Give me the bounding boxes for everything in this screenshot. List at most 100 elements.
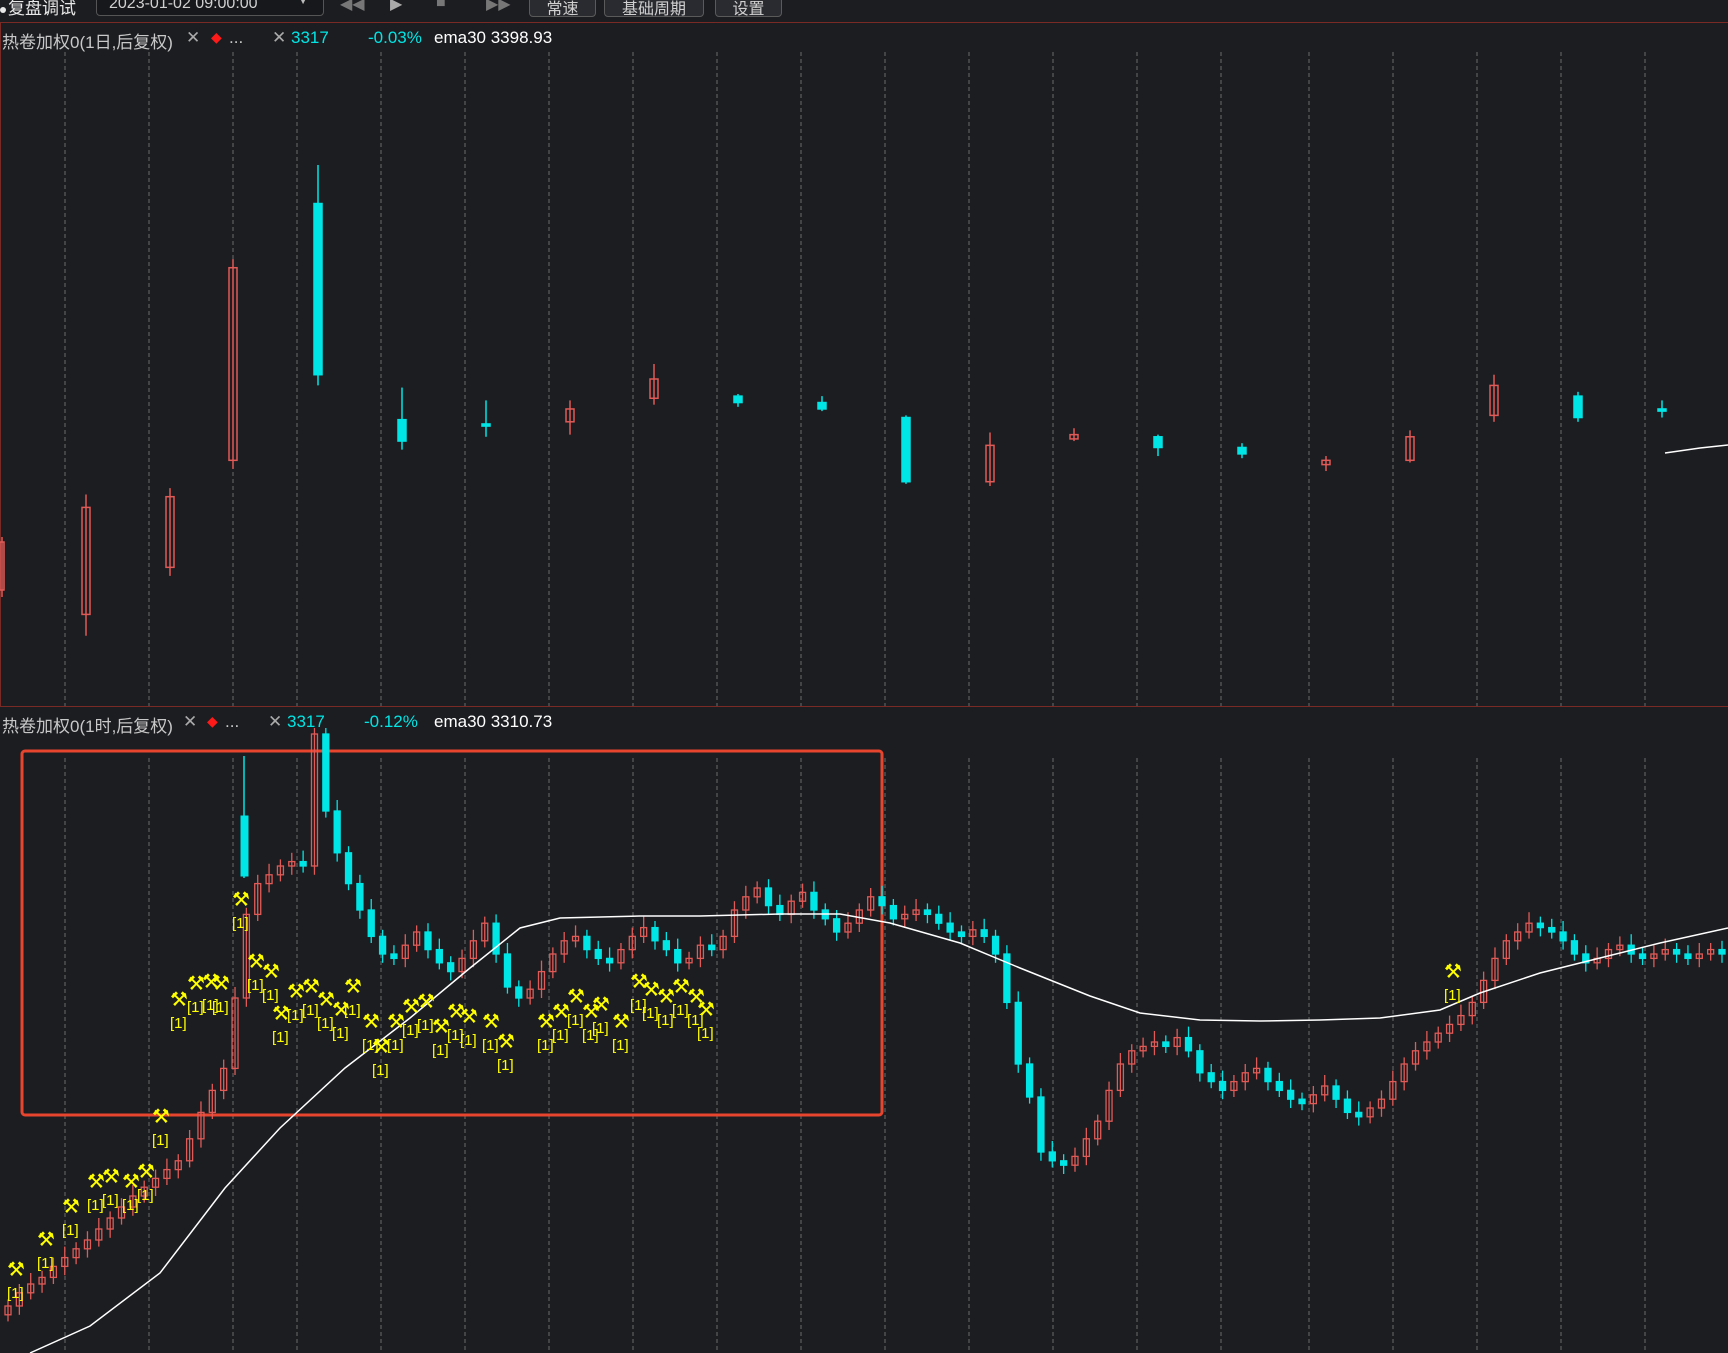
- candle-body: [1332, 1085, 1340, 1100]
- candle-body: [753, 887, 761, 898]
- signal-label: [1]: [232, 915, 249, 932]
- candle-body: [390, 953, 398, 960]
- candle-body: [1405, 436, 1415, 462]
- base-period-button[interactable]: 基础周期: [604, 0, 704, 18]
- candle-body: [424, 931, 432, 951]
- candle-body: [605, 957, 614, 964]
- signal-label: [1]: [697, 1025, 714, 1042]
- candle-body: [923, 909, 932, 916]
- diamond-icon: ◆: [211, 29, 222, 45]
- candle-body: [469, 940, 478, 960]
- signal-marker: ⚒ [1]: [387, 1009, 405, 1054]
- signal-marker: ⚒ [1]: [317, 987, 335, 1032]
- candle-body: [1514, 931, 1522, 942]
- chevron-down-icon: ▼: [297, 0, 309, 7]
- candle-body: [628, 935, 636, 951]
- signal-label: [1]: [592, 1020, 609, 1037]
- candle-body: [1582, 953, 1590, 964]
- pickaxe-icon: ⚒: [152, 1104, 170, 1128]
- signal-marker: ⚒ [1]: [202, 969, 220, 1014]
- close-icon[interactable]: ✕: [186, 28, 201, 47]
- step-back-icon[interactable]: ◀◀: [340, 0, 365, 13]
- candle-body: [594, 948, 602, 960]
- step-forward-icon[interactable]: ▶▶: [486, 0, 511, 13]
- pickaxe-icon: ⚒: [657, 984, 675, 1008]
- candle-body: [1321, 1085, 1329, 1096]
- candle-body: [1150, 1041, 1159, 1048]
- pickaxe-icon: ⚒: [287, 979, 305, 1003]
- pickaxe-icon: ⚒: [344, 974, 362, 998]
- candle-body: [719, 935, 727, 951]
- signal-label: [1]: [417, 1017, 434, 1034]
- candle-body: [1014, 1001, 1022, 1065]
- close-icon[interactable]: ✕: [183, 712, 198, 731]
- candle-body: [991, 935, 1000, 955]
- signal-marker: ⚒ [1]: [7, 1257, 25, 1302]
- speed-button[interactable]: 常速: [529, 0, 596, 18]
- pickaxe-icon: ⚒: [187, 971, 205, 995]
- settings-button[interactable]: 设置: [715, 0, 782, 18]
- candle-body: [674, 948, 682, 964]
- candle-body: [163, 1168, 171, 1180]
- candle-body: [1423, 1041, 1431, 1052]
- candle-body: [1718, 948, 1726, 955]
- signal-label: [1]: [432, 1042, 449, 1059]
- signal-label: [1]: [87, 1197, 104, 1214]
- candle-body: [515, 986, 523, 999]
- pickaxe-icon: ⚒: [567, 984, 585, 1008]
- candle-body: [185, 1138, 194, 1162]
- candle-body: [640, 926, 648, 938]
- candle-body: [1604, 948, 1613, 960]
- signal-marker: ⚒ [1]: [212, 971, 230, 1016]
- signal-label: [1]: [460, 1032, 477, 1049]
- candle-body: [1489, 384, 1499, 417]
- play-icon[interactable]: ▶: [390, 0, 403, 13]
- signal-marker: ⚒ [1]: [657, 984, 675, 1029]
- candle-body: [15, 1292, 24, 1307]
- candle-body: [1116, 1063, 1125, 1092]
- candle-body: [1657, 408, 1667, 412]
- candle-body: [912, 909, 920, 916]
- daily-price: 3317: [291, 28, 329, 47]
- hourly-candlestick-chart[interactable]: ⚒[1]⚒[1]⚒[1]⚒[1]⚒[1]⚒[1]⚒[1]⚒[1]⚒[1]⚒[1]…: [0, 728, 1728, 1353]
- signal-label: [1]: [202, 997, 219, 1014]
- candle-body: [583, 935, 591, 951]
- replay-mode-label: 复盘调试: [0, 0, 76, 19]
- pickaxe-icon: ⚒: [612, 1009, 630, 1033]
- candle-body: [401, 944, 409, 960]
- pickaxe-icon: ⚒: [672, 974, 690, 998]
- daily-candlestick-chart[interactable]: [0, 22, 1728, 706]
- crosshair-icon: ✕: [272, 28, 287, 47]
- signal-marker: ⚒ [1]: [152, 1104, 170, 1149]
- signal-marker: ⚒ [1]: [170, 987, 188, 1032]
- candle-body: [322, 733, 330, 812]
- candle-body: [313, 202, 323, 376]
- signal-label: [1]: [642, 1005, 659, 1022]
- candle-body: [151, 1177, 160, 1188]
- candle-body: [1153, 436, 1163, 449]
- status-dot-icon: [0, 6, 6, 13]
- signal-label: [1]: [152, 1132, 169, 1149]
- replay-datetime-picker[interactable]: 2023-01-02 09:00:00 ▼: [96, 0, 324, 16]
- signal-marker: ⚒ [1]: [697, 997, 715, 1042]
- signal-marker: ⚒ [1]: [232, 887, 250, 932]
- signal-label: [1]: [7, 1285, 24, 1302]
- signal-marker: ⚒ [1]: [482, 1009, 500, 1054]
- candle-body: [1218, 1080, 1227, 1092]
- candle-body: [1025, 1063, 1034, 1098]
- candle-body: [481, 423, 491, 427]
- candle-body: [1069, 433, 1079, 440]
- pane-border: [0, 22, 1, 706]
- candle-body: [265, 874, 273, 885]
- hourly-symbol-name: 热卷加权0(1时,后复权): [2, 717, 173, 736]
- candle-body: [1241, 1072, 1249, 1083]
- candle-body: [1230, 1080, 1238, 1092]
- candle-body: [81, 506, 91, 616]
- candle-body: [1196, 1050, 1204, 1074]
- stop-icon[interactable]: ■: [436, 0, 446, 11]
- candle-body: [560, 940, 568, 955]
- candle-body: [1128, 1050, 1136, 1065]
- signal-marker: ⚒ [1]: [567, 984, 585, 1029]
- candle-body: [1377, 1098, 1386, 1109]
- signal-marker: ⚒ [1]: [592, 992, 610, 1037]
